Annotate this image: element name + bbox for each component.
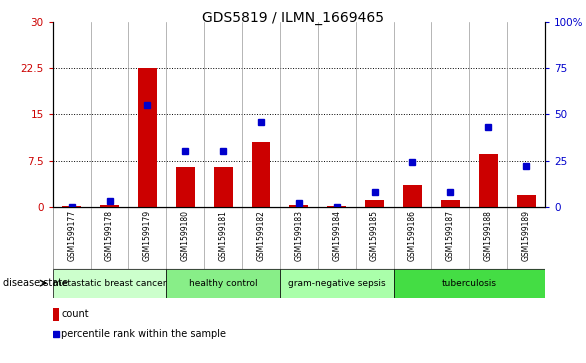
Text: disease state: disease state (3, 278, 68, 288)
Text: GSM1599184: GSM1599184 (332, 210, 341, 261)
Text: GSM1599178: GSM1599178 (105, 210, 114, 261)
Text: GSM1599189: GSM1599189 (522, 210, 530, 261)
Text: GSM1599185: GSM1599185 (370, 210, 379, 261)
Bar (441, 200, 460, 207)
Text: GSM1599182: GSM1599182 (257, 210, 265, 261)
Bar (289, 205, 308, 207)
Text: GSM1599179: GSM1599179 (143, 210, 152, 261)
Bar (517, 195, 536, 207)
Text: metastatic breast cancer: metastatic breast cancer (53, 279, 166, 287)
Text: gram-negative sepsis: gram-negative sepsis (288, 279, 386, 287)
Bar (365, 200, 384, 207)
Text: tuberculosis: tuberculosis (442, 279, 497, 287)
Text: GSM1599180: GSM1599180 (180, 210, 190, 261)
Text: GSM1599183: GSM1599183 (294, 210, 304, 261)
Bar (479, 155, 498, 207)
Bar (62, 206, 81, 207)
Bar (403, 185, 422, 207)
Bar (176, 167, 195, 207)
Text: GSM1599186: GSM1599186 (408, 210, 417, 261)
Text: GSM1599188: GSM1599188 (483, 210, 493, 261)
Bar (280, 269, 394, 298)
Bar (214, 167, 233, 207)
Bar (138, 68, 157, 207)
Bar (53, 269, 166, 298)
Text: GSM1599181: GSM1599181 (219, 210, 227, 261)
Bar (251, 142, 271, 207)
Bar (166, 269, 280, 298)
Bar (53, 308, 59, 321)
Bar (100, 205, 119, 207)
Bar (327, 206, 346, 207)
Text: healthy control: healthy control (189, 279, 257, 287)
Text: GSM1599187: GSM1599187 (446, 210, 455, 261)
Text: percentile rank within the sample: percentile rank within the sample (62, 329, 226, 339)
Text: GSM1599177: GSM1599177 (67, 210, 76, 261)
Text: GDS5819 / ILMN_1669465: GDS5819 / ILMN_1669465 (202, 11, 384, 25)
Text: count: count (62, 309, 89, 319)
Bar (394, 269, 545, 298)
